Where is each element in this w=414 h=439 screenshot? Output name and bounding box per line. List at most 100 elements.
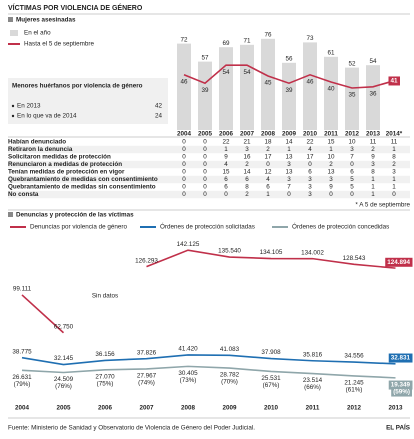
cell: 3 xyxy=(308,184,312,191)
orphans-title: Menores huérfanos por violencia de géner… xyxy=(12,83,143,90)
cell: 2 xyxy=(266,146,270,153)
label-box xyxy=(388,76,400,86)
section-title: Denuncias y protección de las víctimas xyxy=(16,212,134,219)
x-tick-label: 2009 xyxy=(222,405,237,412)
value-label: 23.514 xyxy=(303,377,323,384)
cell: 0 xyxy=(287,191,291,198)
percent-label: (76%) xyxy=(55,383,72,390)
cell: 0 xyxy=(350,161,354,168)
row-label: Solicitaron medidas de protección xyxy=(8,154,111,161)
cell: 3 xyxy=(371,161,375,168)
line-label: 40 xyxy=(327,86,335,93)
label-box xyxy=(388,380,413,390)
x-tick-label: 2012 xyxy=(345,131,360,138)
cell: 3 xyxy=(287,161,291,168)
line-label: 46 xyxy=(180,78,188,85)
percent-label: (70%) xyxy=(221,379,238,386)
cell: 0 xyxy=(203,146,207,153)
value-label: 41.083 xyxy=(220,346,240,353)
line xyxy=(183,64,395,89)
cell: 0 xyxy=(203,169,207,176)
cell: 3 xyxy=(245,146,249,153)
value-label: 135.540 xyxy=(218,248,241,255)
value-label: 128.543 xyxy=(343,255,366,262)
legend-swatch xyxy=(10,30,18,36)
value-label: 35.816 xyxy=(303,351,323,358)
legend-label: Denuncias por violencia de género xyxy=(30,224,127,231)
line-label: 35 xyxy=(348,92,356,99)
value-label: 21.245 xyxy=(344,380,364,387)
value-label: 19.349 xyxy=(391,382,411,389)
cell: 0 xyxy=(308,161,312,168)
bar-label: 61 xyxy=(327,49,335,56)
cell: 6 xyxy=(350,169,354,176)
x-tick-label: 2011 xyxy=(306,405,320,412)
bar-label: 72 xyxy=(180,36,188,43)
value-label: 32.831 xyxy=(391,355,411,362)
cell: 12 xyxy=(264,169,272,176)
cell: 22 xyxy=(222,139,230,146)
cell: 16 xyxy=(243,154,251,161)
cell: 0 xyxy=(182,161,186,168)
cell: 1 xyxy=(329,146,333,153)
row-label: Habían denunciado xyxy=(8,139,66,146)
x-tick-label: 2010 xyxy=(303,131,318,138)
x-tick-label: 2010 xyxy=(264,405,279,412)
section-marker xyxy=(8,17,13,22)
percent-label: (59%) xyxy=(393,389,410,396)
bar-label: 56 xyxy=(285,55,293,62)
value-label: 38.775 xyxy=(12,348,32,355)
cell: 0 xyxy=(350,191,354,198)
percent-label: (79%) xyxy=(14,381,31,388)
cell: 0 xyxy=(182,169,186,176)
bar xyxy=(366,65,380,130)
cell: 1 xyxy=(266,191,270,198)
cell: 2 xyxy=(371,146,375,153)
row-label: Tenían medidas de protección en vigor xyxy=(8,169,125,176)
orphans-label: En lo que va de 2014 xyxy=(17,113,77,120)
cell: 0 xyxy=(203,154,207,161)
cell: 9 xyxy=(224,154,228,161)
cell: 4 xyxy=(308,146,312,153)
cell: 0 xyxy=(392,191,396,198)
line-label: 39 xyxy=(285,87,293,94)
cell: 0 xyxy=(182,154,186,161)
legend-label: En el año xyxy=(24,30,51,37)
cell: 9 xyxy=(329,184,333,191)
row-label: Quebrantamiento de medidas con consentim… xyxy=(8,176,158,183)
percent-label: (61%) xyxy=(346,387,363,394)
x-tick-label: 2004 xyxy=(15,405,30,412)
percent-label: (66%) xyxy=(304,384,321,391)
x-tick-label: 2009 xyxy=(282,131,297,138)
x-tick-label: 2008 xyxy=(181,405,196,412)
cell: 7 xyxy=(287,184,291,191)
percent-label: (75%) xyxy=(97,381,114,388)
cell: 4 xyxy=(266,176,270,183)
legend-label: Órdenes de protección solicitadas xyxy=(160,222,255,231)
x-tick-label: 2014* xyxy=(386,131,403,138)
bar xyxy=(282,62,296,130)
bar-label: 54 xyxy=(369,58,377,65)
legend-label: Hasta el 5 de septiembre xyxy=(24,41,95,48)
cell: 1 xyxy=(287,146,291,153)
cell: 21 xyxy=(243,139,251,146)
cell: 0 xyxy=(182,191,186,198)
cell: 11 xyxy=(391,139,398,146)
value-label: 34.556 xyxy=(344,353,364,360)
line-label: 39 xyxy=(201,87,209,94)
percent-label: (74%) xyxy=(138,380,155,387)
cell: 3 xyxy=(350,146,354,153)
bullet xyxy=(11,114,15,118)
source: Fuente: Ministerio de Sanidad y Observat… xyxy=(8,425,255,432)
row-band xyxy=(8,160,410,169)
row-band xyxy=(8,190,410,199)
x-tick-label: 2004 xyxy=(177,131,192,138)
cell: 0 xyxy=(182,139,186,146)
line-label: 54 xyxy=(243,69,251,76)
cell: 22 xyxy=(306,139,314,146)
cell: 6 xyxy=(266,184,270,191)
bar-label: 73 xyxy=(306,35,314,42)
x-tick-label: 2006 xyxy=(98,405,113,412)
value-label: 124.894 xyxy=(387,259,410,266)
